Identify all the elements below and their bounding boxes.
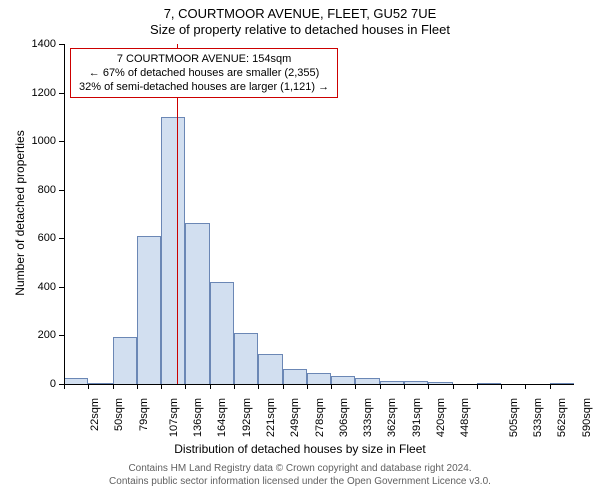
x-tick-label: 278sqm — [314, 398, 326, 437]
chart-title-sub: Size of property relative to detached ho… — [0, 22, 600, 37]
x-tick-mark — [307, 384, 308, 389]
footer-attribution: Contains HM Land Registry data © Crown c… — [0, 462, 600, 488]
x-tick-mark — [283, 384, 284, 389]
y-tick-mark — [59, 93, 64, 94]
histogram-bar — [113, 337, 137, 384]
x-tick-label: 391sqm — [411, 398, 423, 437]
y-tick-mark — [59, 44, 64, 45]
y-tick-mark — [59, 190, 64, 191]
y-axis-label: Number of detached properties — [13, 123, 27, 303]
footer-line2: Contains public sector information licen… — [0, 475, 600, 488]
x-tick-mark — [453, 384, 454, 389]
x-tick-label: 136sqm — [192, 398, 204, 437]
axis-spine — [64, 44, 65, 384]
histogram-bar — [234, 333, 258, 384]
x-tick-mark — [64, 384, 65, 389]
annotation-line2: ← 67% of detached houses are smaller (2,… — [79, 66, 329, 80]
y-tick-label: 200 — [0, 329, 56, 341]
histogram-bar — [210, 282, 234, 384]
x-tick-mark — [428, 384, 429, 389]
x-tick-mark — [210, 384, 211, 389]
y-tick-mark — [59, 335, 64, 336]
footer-line1: Contains HM Land Registry data © Crown c… — [0, 462, 600, 475]
y-tick-label: 0 — [0, 378, 56, 390]
x-tick-mark — [185, 384, 186, 389]
y-tick-label: 600 — [0, 232, 56, 244]
y-tick-label: 1400 — [0, 38, 56, 50]
y-tick-label: 800 — [0, 184, 56, 196]
x-tick-label: 533sqm — [532, 398, 544, 437]
x-tick-label: 420sqm — [435, 398, 447, 437]
histogram-bar — [137, 236, 161, 384]
x-tick-label: 562sqm — [557, 398, 569, 437]
y-tick-mark — [59, 238, 64, 239]
histogram-bar — [283, 369, 307, 384]
annotation-box: 7 COURTMOOR AVENUE: 154sqm ← 67% of deta… — [70, 48, 338, 98]
histogram-bar — [185, 223, 209, 385]
y-tick-label: 1000 — [0, 135, 56, 147]
y-tick-label: 400 — [0, 281, 56, 293]
x-tick-label: 362sqm — [387, 398, 399, 437]
x-tick-label: 192sqm — [241, 398, 253, 437]
histogram-bar — [307, 373, 331, 384]
x-tick-mark — [404, 384, 405, 389]
x-tick-label: 164sqm — [217, 398, 229, 437]
x-tick-mark — [234, 384, 235, 389]
x-tick-label: 448sqm — [459, 398, 471, 437]
x-tick-mark — [380, 384, 381, 389]
x-tick-mark — [258, 384, 259, 389]
x-tick-mark — [477, 384, 478, 389]
y-tick-mark — [59, 141, 64, 142]
annotation-line3: 32% of semi-detached houses are larger (… — [79, 80, 329, 94]
x-tick-label: 50sqm — [113, 398, 125, 431]
x-axis-label: Distribution of detached houses by size … — [0, 442, 600, 456]
x-tick-label: 22sqm — [89, 398, 101, 431]
y-tick-label: 1200 — [0, 87, 56, 99]
y-tick-mark — [59, 287, 64, 288]
x-tick-label: 333sqm — [362, 398, 374, 437]
x-tick-label: 79sqm — [138, 398, 150, 431]
x-tick-label: 107sqm — [168, 398, 180, 437]
x-tick-mark — [331, 384, 332, 389]
chart-title-main: 7, COURTMOOR AVENUE, FLEET, GU52 7UE — [0, 6, 600, 21]
histogram-bar — [258, 354, 282, 384]
x-tick-mark — [113, 384, 114, 389]
x-tick-label: 221sqm — [265, 398, 277, 437]
x-tick-mark — [161, 384, 162, 389]
annotation-line1: 7 COURTMOOR AVENUE: 154sqm — [79, 52, 329, 66]
x-tick-mark — [88, 384, 89, 389]
x-tick-label: 505sqm — [508, 398, 520, 437]
axis-spine — [64, 384, 574, 385]
x-tick-mark — [501, 384, 502, 389]
x-tick-label: 306sqm — [338, 398, 350, 437]
x-tick-label: 249sqm — [289, 398, 301, 437]
x-tick-mark — [550, 384, 551, 389]
chart-container: 7, COURTMOOR AVENUE, FLEET, GU52 7UE Siz… — [0, 0, 600, 500]
x-tick-mark — [525, 384, 526, 389]
x-tick-mark — [355, 384, 356, 389]
histogram-bar — [161, 117, 185, 384]
histogram-bar — [331, 376, 355, 385]
x-tick-mark — [137, 384, 138, 389]
x-tick-label: 590sqm — [581, 398, 593, 437]
